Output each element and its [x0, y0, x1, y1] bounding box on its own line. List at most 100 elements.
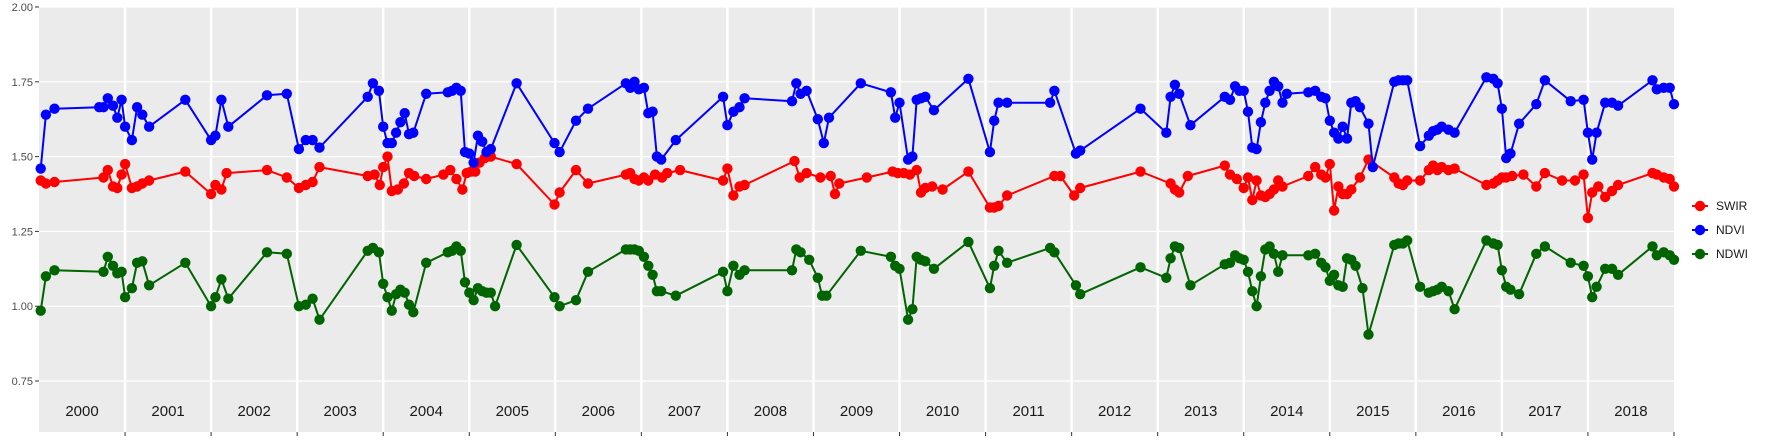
data-point-swir	[1268, 184, 1280, 195]
data-point-ndvi	[137, 109, 148, 120]
year-label: 2017	[1528, 403, 1561, 420]
data-point-ndwi	[1612, 269, 1624, 280]
data-point-swir	[382, 151, 393, 162]
data-point-ndvi	[1402, 75, 1413, 86]
data-point-ndwi	[1505, 284, 1516, 295]
data-point-ndwi	[647, 269, 658, 280]
data-point-ndvi	[378, 121, 389, 132]
data-point-ndvi	[894, 97, 905, 108]
data-point-ndvi	[1414, 140, 1426, 152]
data-point-swir	[1578, 169, 1589, 180]
year-label: 2009	[840, 403, 873, 420]
data-point-ndvi	[307, 134, 318, 146]
data-point-ndvi	[791, 78, 802, 89]
data-point-ndwi	[907, 304, 918, 315]
data-point-ndwi	[468, 295, 479, 306]
data-point-ndwi	[885, 251, 897, 262]
data-point-ndwi	[485, 287, 496, 298]
data-point-ndvi	[395, 117, 406, 128]
data-point-ndwi	[728, 260, 739, 271]
data-point-ndvi	[49, 103, 60, 114]
data-point-ndvi	[1264, 85, 1275, 97]
data-point-ndvi	[1277, 97, 1288, 108]
data-point-ndvi	[1449, 127, 1460, 138]
data-point-ndvi	[1578, 94, 1589, 106]
data-point-ndwi	[1310, 248, 1321, 259]
data-point-ndwi	[1591, 281, 1602, 292]
data-point-ndwi	[378, 278, 389, 289]
data-point-ndwi	[1443, 286, 1454, 297]
data-point-ndvi	[890, 112, 901, 123]
data-point-swir	[1075, 182, 1086, 194]
data-point-ndvi	[477, 136, 488, 147]
data-point-ndwi	[1277, 250, 1288, 261]
data-point-ndvi	[511, 78, 522, 89]
data-point-ndvi	[722, 120, 733, 131]
data-point-swir	[307, 176, 318, 188]
data-point-ndwi	[804, 254, 815, 265]
data-point-ndwi	[261, 247, 273, 258]
data-point-ndwi	[1350, 260, 1361, 271]
data-point-ndwi	[399, 287, 410, 298]
data-point-ndvi	[570, 115, 582, 126]
data-point-swir	[1593, 181, 1604, 192]
data-point-swir	[582, 178, 594, 189]
year-label: 2018	[1614, 403, 1647, 420]
data-point-ndwi	[1075, 289, 1086, 300]
data-point-ndwi	[126, 283, 138, 294]
data-point-swir	[221, 167, 232, 179]
data-point-ndwi	[40, 271, 52, 282]
data-point-ndvi	[386, 137, 397, 149]
data-point-swir	[662, 167, 673, 179]
data-point-ndvi	[670, 134, 681, 146]
data-point-swir	[421, 173, 432, 185]
data-point-swir	[570, 164, 582, 176]
data-point-ndwi	[963, 236, 974, 248]
data-point-ndwi	[855, 245, 866, 256]
data-point-swir	[1135, 166, 1146, 177]
data-point-ndvi	[216, 94, 227, 106]
data-point-ndvi	[98, 102, 109, 113]
year-label: 2008	[754, 403, 787, 420]
data-point-swir	[739, 179, 750, 191]
data-point-ndwi	[1531, 248, 1542, 259]
data-point-ndvi	[786, 96, 798, 107]
data-point-ndwi	[643, 260, 654, 271]
data-point-ndwi	[307, 293, 318, 304]
data-point-ndwi	[489, 301, 501, 312]
data-point-ndvi	[656, 154, 667, 165]
year-label: 2003	[323, 403, 356, 420]
data-point-swir	[511, 158, 522, 170]
data-point-ndwi	[137, 256, 148, 267]
data-point-ndvi	[131, 102, 143, 113]
data-point-swir	[728, 190, 739, 201]
data-point-swir	[937, 184, 948, 195]
y-tick-label: 2.00	[12, 2, 33, 14]
data-point-ndvi	[1363, 118, 1374, 129]
data-point-swir	[1069, 190, 1080, 201]
data-point-ndvi	[35, 163, 46, 174]
data-point-ndwi	[1587, 292, 1598, 303]
data-point-ndvi	[390, 127, 402, 138]
data-point-swir	[1449, 163, 1460, 174]
data-point-ndwi	[812, 272, 823, 283]
data-point-swir	[801, 167, 812, 179]
year-label: 2010	[926, 403, 959, 420]
data-point-ndwi	[119, 292, 131, 303]
data-point-ndvi	[362, 91, 373, 103]
data-point-ndvi	[1492, 78, 1503, 89]
data-point-swir	[369, 169, 380, 180]
legend-key-ndwi	[1694, 248, 1706, 260]
data-point-ndvi	[1591, 127, 1602, 138]
data-point-ndvi	[1075, 145, 1086, 156]
data-point-ndwi	[1165, 253, 1176, 264]
data-point-ndwi	[382, 292, 393, 303]
data-point-ndwi	[1337, 281, 1348, 292]
data-point-ndvi	[920, 91, 931, 103]
y-tick-label: 0.75	[12, 376, 33, 388]
data-point-ndvi	[801, 85, 812, 97]
y-tick-label: 1.75	[12, 77, 33, 89]
data-point-ndvi	[1664, 82, 1675, 94]
data-point-ndvi	[367, 78, 379, 89]
